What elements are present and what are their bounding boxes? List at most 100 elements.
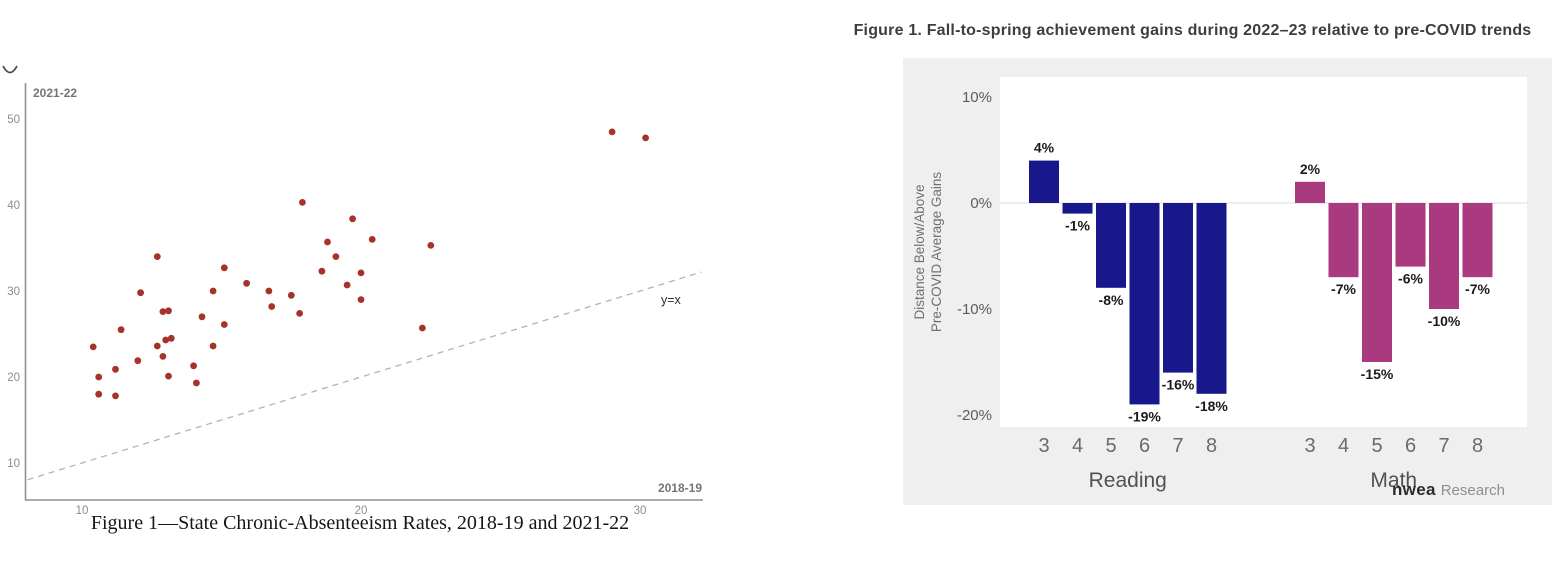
data-point (89, 343, 97, 351)
bar-reading-grade-6 (1129, 203, 1160, 405)
bar-value-label: -19% (1128, 408, 1161, 424)
x-tick-label: 20 (355, 505, 368, 517)
bar-value-label: -16% (1162, 377, 1195, 393)
bar-value-label: 4% (1034, 140, 1055, 156)
bar-value-label: -7% (1465, 281, 1490, 297)
bar-value-label: 2% (1300, 161, 1321, 177)
data-point (265, 287, 273, 295)
data-point (243, 279, 251, 287)
data-point (193, 379, 200, 387)
data-point (198, 313, 206, 321)
data-point (112, 365, 119, 373)
grade-tick-label: 8 (1472, 435, 1483, 457)
grade-tick-label: 5 (1371, 435, 1382, 457)
data-point (209, 342, 217, 350)
cropped-glyph (2, 65, 18, 74)
grade-tick-label: 3 (1038, 435, 1049, 457)
bar-math-grade-8 (1462, 203, 1493, 278)
data-point (642, 134, 649, 142)
bar-math-grade-3 (1295, 181, 1325, 203)
y-tick-label: -20% (957, 407, 992, 424)
data-point (332, 253, 340, 260)
data-point (349, 215, 356, 223)
data-point (153, 342, 161, 350)
data-point (357, 269, 365, 277)
data-point (296, 310, 303, 317)
bar-chart: 10% 0% -10% -20% Distance Below/Above Pre-COV… (903, 58, 1552, 505)
data-point (165, 372, 172, 380)
data-point (134, 357, 142, 365)
data-point (343, 281, 351, 289)
data-point (287, 291, 295, 299)
grade-tick-label: 4 (1338, 435, 1349, 457)
bar-reading-grade-3 (1029, 160, 1059, 203)
y-tick-label: 0% (970, 195, 992, 212)
y-tick-label: 10 (7, 458, 20, 470)
y-tick-label: 50 (7, 114, 20, 126)
y-tick-label: -10% (957, 301, 992, 318)
nwea-research-logo: nwea Research (1392, 480, 1505, 500)
grade-tick-label: 8 (1206, 435, 1217, 457)
bar-reading-grade-5 (1096, 203, 1126, 288)
identity-line (27, 271, 702, 481)
bar-value-label: -6% (1398, 271, 1423, 287)
data-point (209, 287, 217, 295)
data-point (299, 199, 306, 206)
data-point (268, 303, 276, 310)
grade-tick-label: 3 (1304, 435, 1315, 457)
data-point (167, 334, 175, 342)
data-point (162, 336, 170, 344)
grade-tick-label: 4 (1072, 435, 1083, 457)
bar-value-label: -10% (1428, 313, 1461, 329)
data-point (427, 242, 435, 249)
scatter-caption: Figure 1—State Chronic-Absenteeism Rates… (90, 512, 630, 534)
data-point (159, 308, 167, 315)
data-point (190, 362, 198, 370)
bar-math-grade-5 (1362, 203, 1392, 362)
data-point (153, 253, 161, 260)
data-point (117, 326, 125, 334)
grade-tick-label: 7 (1438, 435, 1449, 457)
grade-tick-label: 7 (1172, 435, 1183, 457)
research-wordmark: Research (1440, 482, 1505, 499)
y-tick-label: 10% (962, 89, 992, 106)
bar-math-grade-4 (1328, 203, 1359, 278)
bar-reading-grade-8 (1196, 203, 1227, 394)
data-point (357, 296, 365, 303)
data-point (95, 390, 103, 398)
y-tick-label: 20 (7, 372, 20, 384)
bar-value-label: -18% (1195, 398, 1228, 414)
data-point (419, 324, 426, 332)
data-point (112, 392, 119, 400)
data-point (324, 238, 331, 246)
bar-value-label: -7% (1331, 281, 1356, 297)
grade-tick-label: 6 (1139, 435, 1150, 457)
subject-label-reading: Reading (1089, 469, 1167, 492)
data-point (95, 373, 103, 381)
bar-value-label: -8% (1099, 292, 1124, 308)
data-point (368, 236, 376, 243)
data-point (608, 128, 616, 136)
x-axis-title: 2018-19 (658, 481, 702, 495)
data-point (220, 321, 228, 328)
y-axis-title-line2: Pre-COVID Average Gains (929, 172, 944, 333)
y-tick-label: 30 (7, 286, 20, 298)
bar-value-label: -15% (1361, 366, 1394, 382)
x-tick-label: 30 (634, 505, 647, 517)
nwea-wordmark: nwea (1392, 480, 1436, 499)
bar-math-grade-6 (1395, 203, 1426, 267)
scatter-plot: 10 20 30 40 50 10 20 30 2021-22 2018-19 y=x (2, 65, 703, 517)
bar-math-grade-7 (1429, 203, 1459, 309)
data-point (220, 264, 228, 272)
x-tick-label: 10 (76, 505, 89, 517)
grade-tick-label: 5 (1105, 435, 1116, 457)
bar-reading-grade-7 (1163, 203, 1193, 373)
bar-value-label: -1% (1065, 218, 1090, 234)
grade-tick-label: 6 (1405, 435, 1416, 457)
y-tick-label: 40 (7, 200, 20, 212)
bar-chart-title: Figure 1. Fall-to-spring achievement gai… (853, 22, 1532, 39)
y-axis-title: 2021-22 (33, 86, 77, 100)
y-axis-title-line1: Distance Below/Above (912, 184, 927, 319)
data-point (318, 267, 326, 275)
